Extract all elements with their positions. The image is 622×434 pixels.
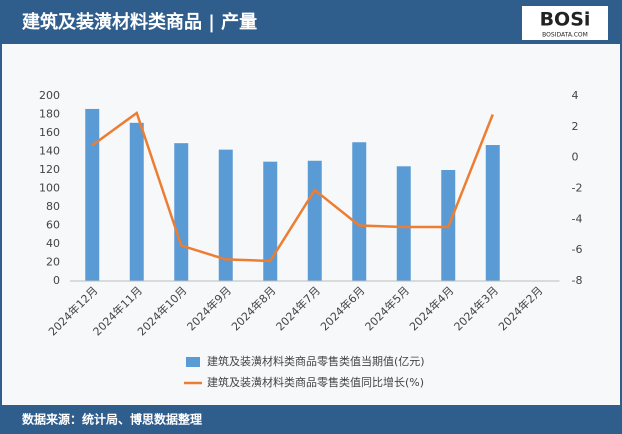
legend-label: 建筑及装潢材料类商品零售类值当期值(亿元) [207,354,425,368]
y-tick-label: 180 [39,108,60,121]
y2-tick-label: -4 [572,212,583,225]
header-bar [0,0,622,44]
legend-swatch [186,357,200,367]
y-tick-label: 100 [39,182,60,195]
logo-site: BOSIDATA.COM [542,32,588,39]
bar [85,108,100,281]
y-tick-label: 40 [46,237,60,250]
y2-tick-label: -8 [572,274,583,287]
bar [263,161,278,281]
logo-box [522,6,608,40]
legend-label: 建筑及装潢材料类商品零售类值同比增长(%) [207,375,424,389]
y2-tick-label: -2 [572,182,583,195]
y-tick-label: 160 [39,126,60,139]
source: 数据来源：统计局、博思数据整理 [22,412,202,427]
bar [307,160,322,281]
footer-bar [0,405,622,434]
bar [485,145,500,281]
bar [396,166,411,281]
y2-tick-label: 0 [572,151,579,164]
bar [218,149,233,281]
bar [129,122,144,281]
bar [352,142,367,281]
y-tick-label: 60 [46,219,60,232]
y2-tick-label: 4 [572,89,579,102]
y-tick-label: 140 [39,145,60,158]
line [91,110,494,263]
logo-text: BOSi [540,9,591,31]
y-tick-label: 200 [39,89,60,102]
y-tick-label: 0 [53,274,60,287]
y2-tick-label: 2 [572,120,579,133]
bar [174,143,189,281]
y-tick-label: 20 [46,256,60,269]
y2-tick-label: -6 [572,243,583,256]
chart-title: 建筑及装潢材料类商品 | 产量 [22,11,257,33]
y-tick-label: 80 [46,200,60,213]
y-tick-label: 120 [39,163,60,176]
